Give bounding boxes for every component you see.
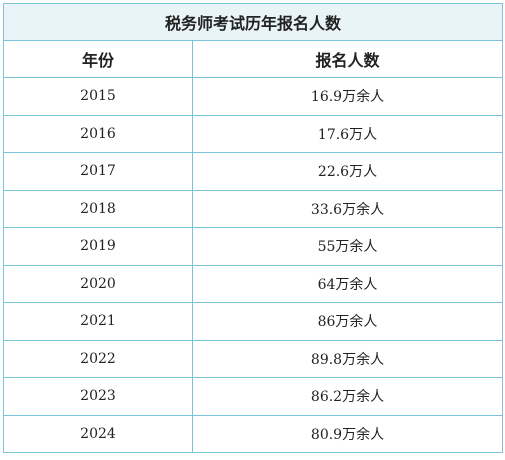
count-cell: 16.9万余人 xyxy=(191,77,504,116)
year-cell: 2023 xyxy=(3,377,193,416)
year-cell: 2017 xyxy=(3,152,193,191)
table-row: 2019 55万余人 xyxy=(3,227,504,266)
count-cell: 55万余人 xyxy=(191,227,504,266)
table-row: 2018 33.6万余人 xyxy=(3,189,504,228)
year-cell: 2022 xyxy=(3,339,193,378)
count-cell: 89.8万余人 xyxy=(191,339,504,378)
table-row: 2015 16.9万余人 xyxy=(3,77,504,116)
year-cell: 2019 xyxy=(3,227,193,266)
table-title: 税务师考试历年报名人数 xyxy=(2,3,504,41)
year-cell: 2015 xyxy=(3,77,193,116)
table-row: 2022 89.8万余人 xyxy=(3,339,504,378)
column-header-year: 年份 xyxy=(3,40,193,78)
year-cell: 2024 xyxy=(3,414,193,453)
table-row: 2017 22.6万人 xyxy=(3,152,504,191)
count-cell: 86万余人 xyxy=(191,302,504,341)
table-row: 2023 86.2万余人 xyxy=(3,377,504,416)
count-cell: 86.2万余人 xyxy=(191,377,504,416)
table-header-row: 年份 报名人数 xyxy=(3,40,504,78)
year-cell: 2020 xyxy=(3,264,193,303)
column-header-count: 报名人数 xyxy=(191,40,504,78)
table-row: 2016 17.6万人 xyxy=(3,114,504,153)
table-title-row: 税务师考试历年报名人数 xyxy=(2,3,504,41)
year-cell: 2021 xyxy=(3,302,193,341)
count-cell: 33.6万余人 xyxy=(191,189,504,228)
table-row: 2021 86万余人 xyxy=(3,302,504,341)
count-cell: 80.9万余人 xyxy=(191,414,504,453)
table-row: 2024 80.9万余人 xyxy=(3,414,504,453)
year-cell: 2016 xyxy=(3,114,193,153)
registration-table: 税务师考试历年报名人数 年份 报名人数 2015 16.9万余人 2016 17… xyxy=(2,3,504,453)
count-cell: 17.6万人 xyxy=(191,114,504,153)
count-cell: 22.6万人 xyxy=(191,152,504,191)
count-cell: 64万余人 xyxy=(191,264,504,303)
table-row: 2020 64万余人 xyxy=(3,264,504,303)
year-cell: 2018 xyxy=(3,189,193,228)
